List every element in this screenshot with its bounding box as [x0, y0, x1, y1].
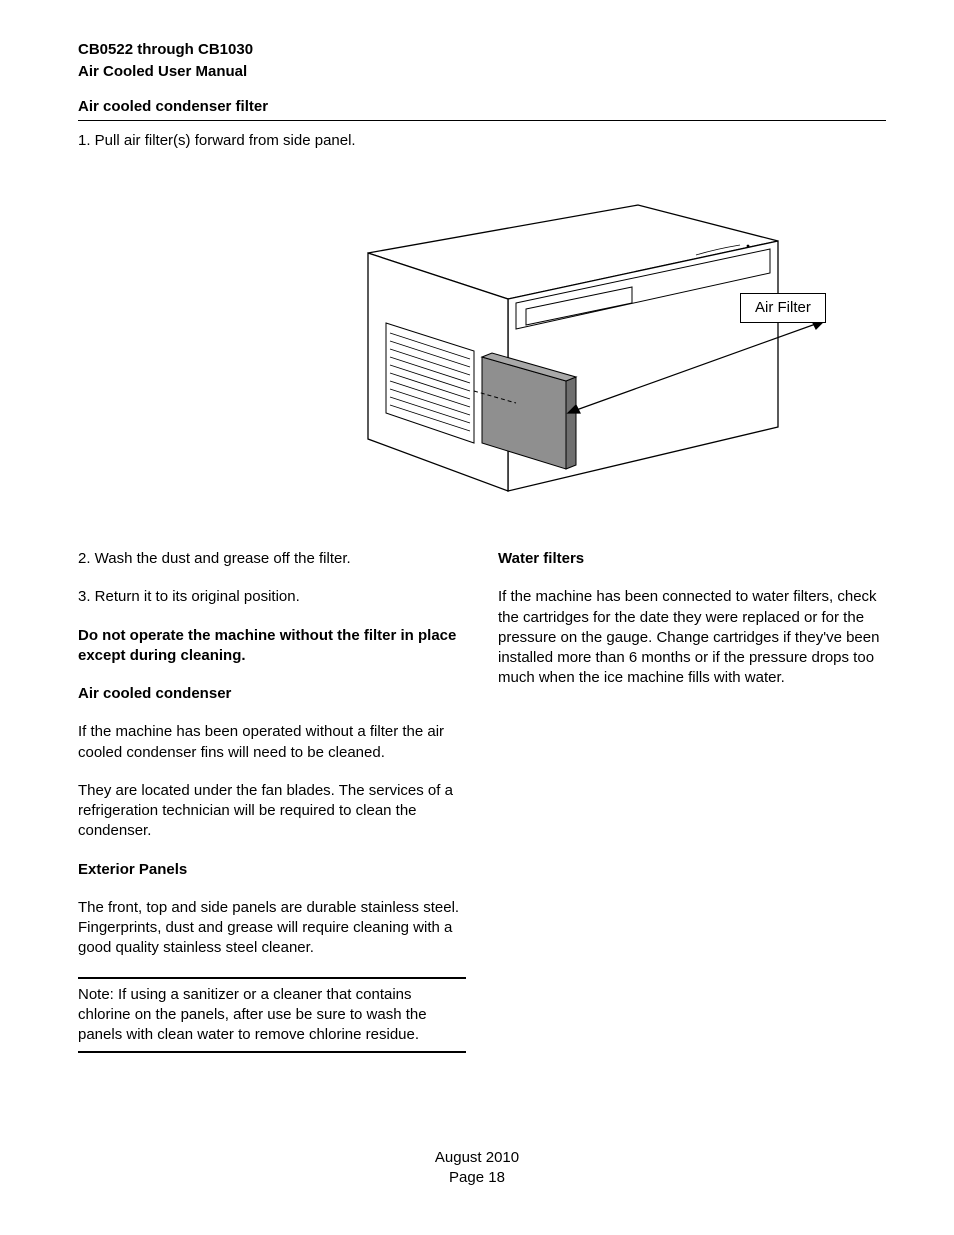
step-2: 2. Wash the dust and grease off the filt…: [78, 549, 466, 569]
manual-title: CB0522 through CB1030: [78, 40, 886, 60]
chlorine-note: Note: If using a sanitizer or a cleaner …: [78, 977, 466, 1054]
left-column: 2. Wash the dust and grease off the filt…: [78, 549, 466, 1071]
air-cooled-condenser-heading: Air cooled condenser: [78, 684, 466, 704]
content-columns: 2. Wash the dust and grease off the filt…: [78, 549, 886, 1071]
ice-machine-illustration: [248, 181, 868, 521]
right-column: Water filters If the machine has been co…: [498, 549, 886, 1071]
footer-page: Page 18: [0, 1168, 954, 1188]
step-1: 1. Pull air filter(s) forward from side …: [78, 131, 886, 151]
figure-air-filter: Air Filter: [78, 181, 886, 521]
water-filters-heading: Water filters: [498, 549, 886, 569]
air-cooled-condenser-p1: If the machine has been operated without…: [78, 722, 466, 763]
page-footer: August 2010 Page 18: [0, 1148, 954, 1187]
exterior-panels-p1: The front, top and side panels are durab…: [78, 898, 466, 959]
section-heading: Air cooled condenser filter: [78, 97, 886, 121]
water-filters-p1: If the machine has been connected to wat…: [498, 587, 886, 688]
filter-warning: Do not operate the machine without the f…: [78, 626, 466, 667]
step-3: 3. Return it to its original position.: [78, 587, 466, 607]
figure-label-air-filter: Air Filter: [740, 293, 826, 323]
air-cooled-condenser-p2: They are located under the fan blades. T…: [78, 781, 466, 842]
exterior-panels-heading: Exterior Panels: [78, 860, 466, 880]
footer-date: August 2010: [0, 1148, 954, 1168]
manual-subtitle: Air Cooled User Manual: [78, 62, 886, 82]
